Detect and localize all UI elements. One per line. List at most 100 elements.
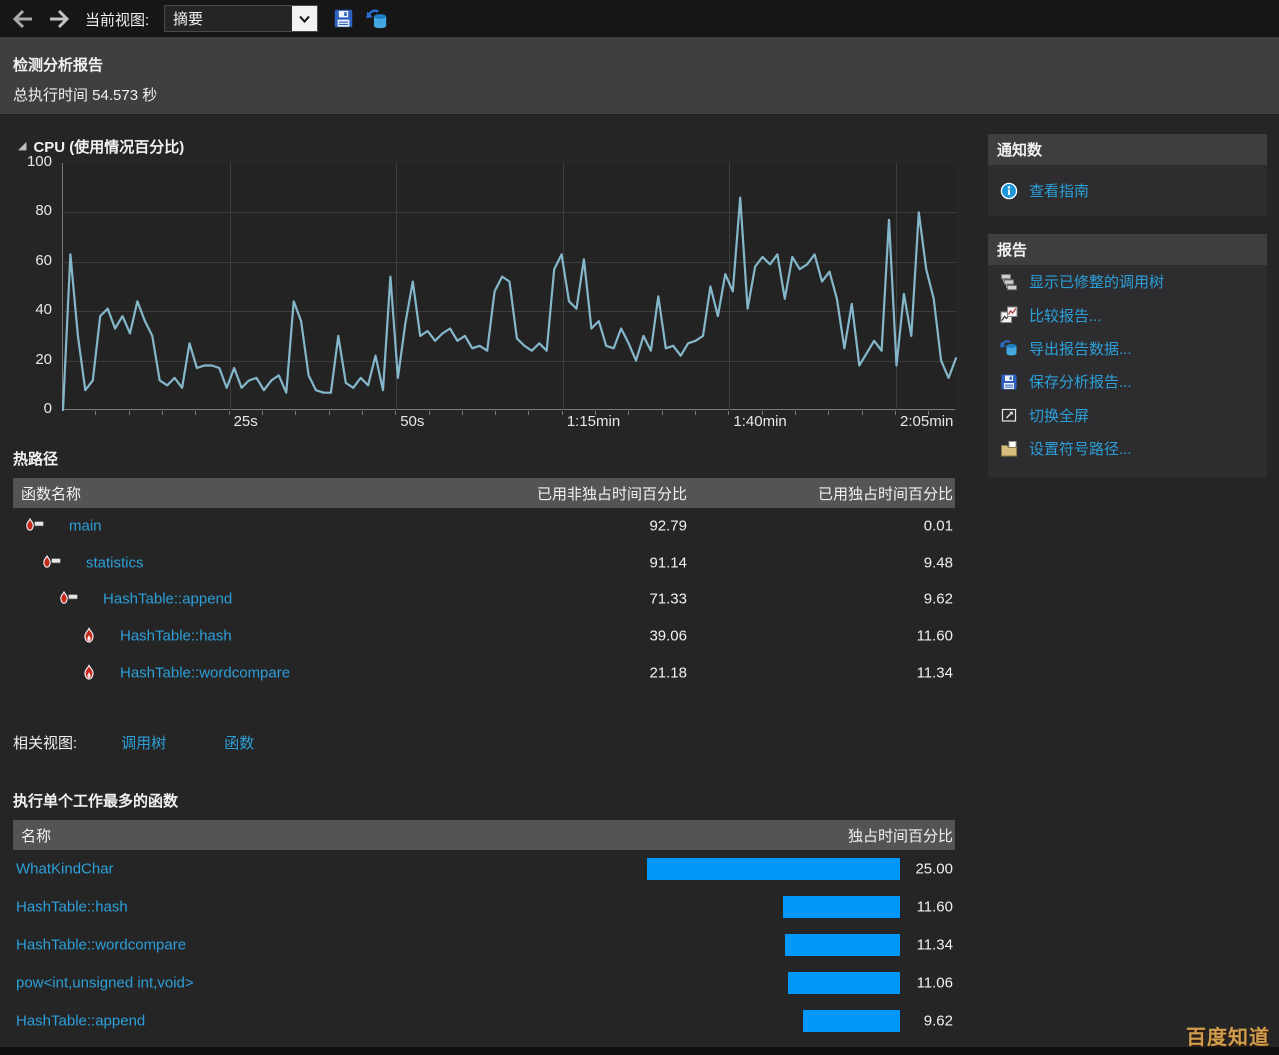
hot-path-row: main 92.79 0.01	[13, 508, 955, 545]
view-select-dropdown-button[interactable]	[292, 6, 317, 31]
x-axis-tick-label: 1:15min	[566, 413, 621, 430]
top-function-row: pow<int,unsigned int,void> 11.06	[13, 964, 955, 1002]
flame-icon	[78, 663, 100, 682]
inclusive-percent-value: 21.18	[649, 664, 687, 682]
hotpath-icon	[58, 590, 80, 608]
sidebar-item[interactable]: 保存分析报告...	[988, 365, 1267, 398]
page-title: 检测分析报告	[13, 57, 104, 74]
hot-path-table-header: 函数名称 已用非独占时间百分比 已用独占时间百分比	[13, 478, 955, 508]
sidebar-item-label: 切换全屏	[1029, 407, 1090, 425]
top-function-row: WhatKindChar 25.00	[13, 850, 955, 888]
related-view-functions-link[interactable]: 函数	[224, 735, 255, 752]
bottom-strip	[0, 1047, 1279, 1055]
export-icon	[366, 9, 387, 29]
y-axis-tick-label: 80	[35, 202, 52, 220]
sidebar-item[interactable]: 查看指南	[988, 165, 1267, 216]
exclusive-percent-bar	[783, 896, 900, 918]
save-report-button[interactable]	[333, 8, 357, 32]
column-header-exclusive: 已用独占时间百分比	[817, 486, 953, 503]
related-views-label: 相关视图:	[13, 735, 78, 752]
sidebar-item[interactable]: 设置符号路径...	[988, 432, 1267, 465]
sidebar-item-label: 保存分析报告...	[1029, 374, 1132, 392]
function-link[interactable]: HashTable::wordcompare	[120, 664, 291, 682]
chevron-down-icon	[299, 15, 310, 23]
inclusive-percent-value: 71.33	[649, 590, 687, 608]
function-link[interactable]: HashTable::hash	[16, 898, 128, 916]
x-axis-minor-tick	[661, 411, 663, 415]
function-link[interactable]: HashTable::hash	[120, 627, 232, 645]
x-axis-minor-tick	[228, 411, 230, 415]
x-axis-minor-tick	[895, 411, 897, 415]
sidebar-item[interactable]: 导出报告数据...	[988, 332, 1267, 365]
sidebar-item-label: 查看指南	[1029, 183, 1090, 200]
view-select-value: 摘要	[173, 11, 204, 28]
y-axis-tick-label: 100	[26, 153, 52, 170]
save-icon	[334, 9, 353, 28]
column-header-function: 函数名称	[21, 486, 82, 503]
function-link[interactable]: WhatKindChar	[16, 860, 114, 878]
hotpath-icon	[41, 554, 63, 572]
gridline-vertical	[896, 163, 898, 410]
sidebar-item[interactable]: 比较报告...	[988, 298, 1267, 331]
cpu-section-header: ◢ CPU (使用情况百分比)	[18, 136, 184, 157]
compare-icon	[1000, 306, 1018, 324]
function-link[interactable]: pow<int,unsigned int,void>	[16, 974, 194, 992]
export-data-button[interactable]	[366, 8, 390, 32]
cpu-usage-chart	[61, 163, 958, 412]
report-header: 检测分析报告 总执行时间 54.573 秒	[0, 37, 1279, 115]
function-link[interactable]: HashTable::append	[103, 590, 233, 608]
function-link[interactable]: HashTable::wordcompare	[16, 936, 187, 954]
inclusive-percent-value: 39.06	[649, 627, 687, 645]
sidebar-item-label: 显示已修整的调用树	[1029, 274, 1165, 292]
top-functions-table-header: 名称 独占时间百分比	[13, 820, 955, 850]
y-axis-tick-label: 20	[35, 350, 52, 368]
hot-path-row: statistics 91.14 9.48	[13, 545, 955, 582]
hot-path-title: 热路径	[13, 451, 59, 468]
x-axis-minor-tick	[828, 411, 830, 415]
report-panel-title: 报告	[988, 234, 1267, 265]
function-link[interactable]: main	[69, 517, 102, 535]
x-axis-minor-tick	[695, 411, 697, 415]
exclusive-percent-bar	[647, 858, 900, 880]
calltree-icon	[1000, 273, 1018, 291]
x-axis-minor-tick	[295, 411, 297, 415]
x-axis-minor-tick	[395, 411, 397, 415]
back-button[interactable]	[11, 7, 35, 31]
function-link[interactable]: statistics	[86, 554, 144, 572]
x-axis-minor-tick	[195, 411, 197, 415]
x-axis-minor-tick	[595, 411, 597, 415]
sidebar-item-label: 设置符号路径...	[1029, 441, 1132, 459]
exclusive-percent-value: 0.01	[923, 517, 953, 535]
sidebar-item-label: 比较报告...	[1029, 307, 1102, 325]
related-view-call-tree-link[interactable]: 调用树	[121, 735, 167, 752]
x-axis-minor-tick	[128, 411, 130, 415]
function-link[interactable]: HashTable::append	[16, 1012, 146, 1030]
forward-button[interactable]	[47, 7, 71, 31]
collapse-triangle-icon[interactable]: ◢	[18, 140, 27, 152]
exclusive-percent-bar	[785, 934, 900, 956]
related-views: 相关视图: 调用树 函数	[13, 732, 254, 753]
exclusive-percent-bar	[803, 1010, 900, 1032]
fullscreen-icon	[1000, 406, 1018, 424]
gridline-vertical	[229, 163, 231, 410]
sidebar-item[interactable]: 切换全屏	[988, 399, 1267, 432]
y-axis-tick-label: 40	[35, 301, 52, 319]
column-header-exclusive-pct: 独占时间百分比	[847, 828, 953, 845]
column-header-inclusive: 已用非独占时间百分比	[536, 486, 687, 503]
back-arrow-icon	[12, 9, 32, 29]
x-axis-minor-tick	[461, 411, 463, 415]
view-select[interactable]: 摘要	[164, 5, 318, 32]
top-function-row: HashTable::wordcompare 11.34	[13, 926, 955, 964]
x-axis-tick-label: 50s	[400, 413, 425, 430]
x-axis-minor-tick	[728, 411, 730, 415]
x-axis-minor-tick	[328, 411, 330, 415]
exclusive-percent-value: 25.00	[915, 860, 953, 878]
exclusive-percent-value: 11.60	[916, 898, 953, 916]
sidebar-item-label: 导出报告数据...	[1029, 340, 1132, 358]
x-axis-minor-tick	[795, 411, 797, 415]
x-axis-tick-label: 2:05min	[900, 413, 954, 430]
sidebar-item[interactable]: 显示已修整的调用树	[988, 265, 1267, 298]
top-function-row: HashTable::hash 11.60	[13, 888, 955, 926]
top-function-row: HashTable::append 9.62	[13, 1002, 955, 1040]
exclusive-percent-value: 11.34	[916, 936, 953, 954]
